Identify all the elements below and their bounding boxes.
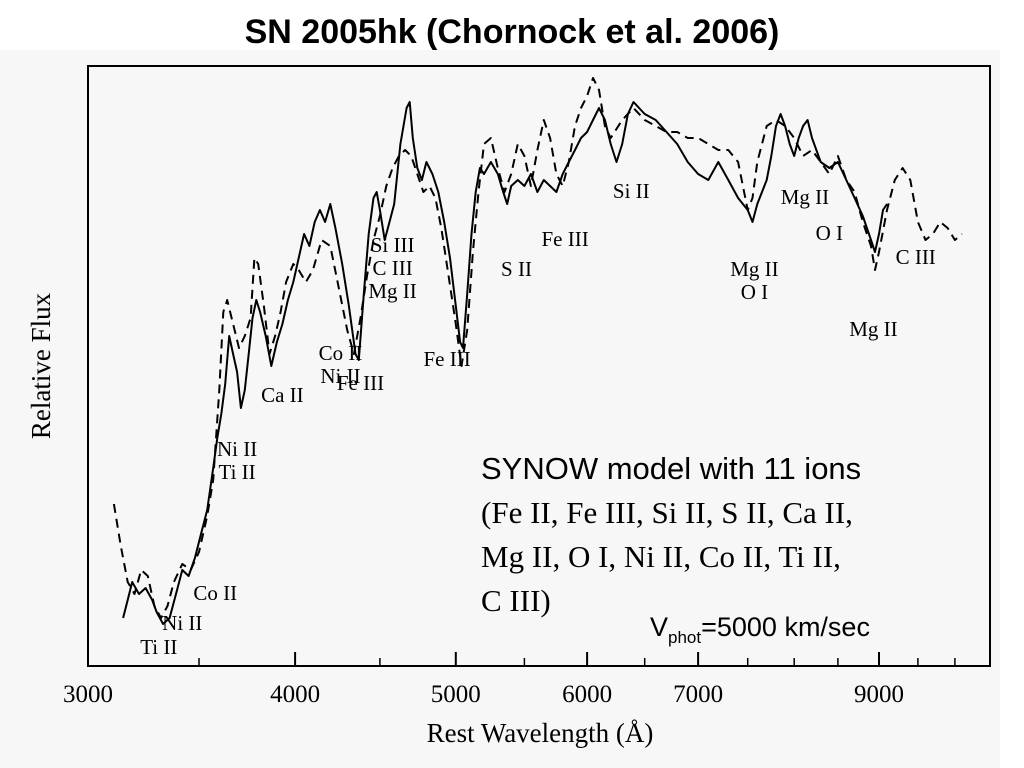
x-axis-ticks: 3000 4000 5000 6000 7000 9000: [63, 652, 956, 708]
model-note: SYNOW model with 11 ions (Fe II, Fe III,…: [481, 451, 870, 647]
x-tick-label: 4000: [270, 681, 320, 708]
ion-label: C III: [372, 256, 412, 280]
ion-label: Ca II: [261, 383, 304, 407]
vphot-sub: phot: [668, 628, 701, 647]
ion-label: Fe III: [541, 227, 588, 251]
ion-label: Ni II: [162, 611, 202, 635]
y-axis-title: Relative Flux: [26, 292, 56, 439]
ion-label: C III: [896, 245, 936, 269]
x-axis-title: Rest Wavelength (Å): [427, 718, 654, 748]
x-tick-label: 9000: [854, 681, 904, 708]
ion-label: Fe III: [423, 347, 470, 371]
note-line-3: Mg II, O I, Ni II, Co II, Ti II,: [481, 539, 841, 574]
vphot-text: Vphot=5000 km/sec: [650, 612, 870, 647]
ion-label: Co II: [193, 581, 237, 605]
ion-label: Ti II: [140, 635, 177, 659]
ion-label: Fe III: [337, 371, 384, 395]
observed-spectrum-line: [122, 101, 888, 625]
note-line-4: C III): [481, 583, 551, 618]
note-line-2: (Fe II, Fe III, Si II, S II, Ca II,: [481, 495, 853, 530]
ion-label: Ni II: [217, 437, 257, 461]
ion-label: Si II: [613, 179, 650, 203]
ion-label: O I: [741, 280, 768, 304]
vphot-v: V: [650, 612, 668, 642]
ion-label: Mg II: [849, 317, 897, 341]
ion-label: S II: [501, 257, 532, 281]
spectrum-curves: [112, 77, 963, 625]
ion-label: Ti II: [219, 460, 256, 484]
vphot-rest: =5000 km/sec: [701, 612, 870, 642]
ion-label: Mg II: [368, 279, 416, 303]
ion-label: O I: [816, 221, 843, 245]
ion-label: Mg II: [781, 185, 829, 209]
plot-frame: [87, 65, 991, 667]
x-tick-label: 6000: [562, 681, 612, 708]
ion-label: Co II: [319, 341, 363, 365]
chart-title: SN 2005hk (Chornock et al. 2006): [245, 13, 780, 51]
model-spectrum-line: [112, 77, 963, 619]
ion-label: Mg II: [730, 257, 778, 281]
x-tick-label: 7000: [673, 681, 723, 708]
ion-label: Si III: [371, 233, 415, 257]
x-tick-label: 5000: [431, 681, 481, 708]
note-line-1: SYNOW model with 11 ions: [481, 451, 861, 486]
ion-label: Ni II: [320, 364, 360, 388]
x-tick-label: 3000: [63, 681, 113, 708]
